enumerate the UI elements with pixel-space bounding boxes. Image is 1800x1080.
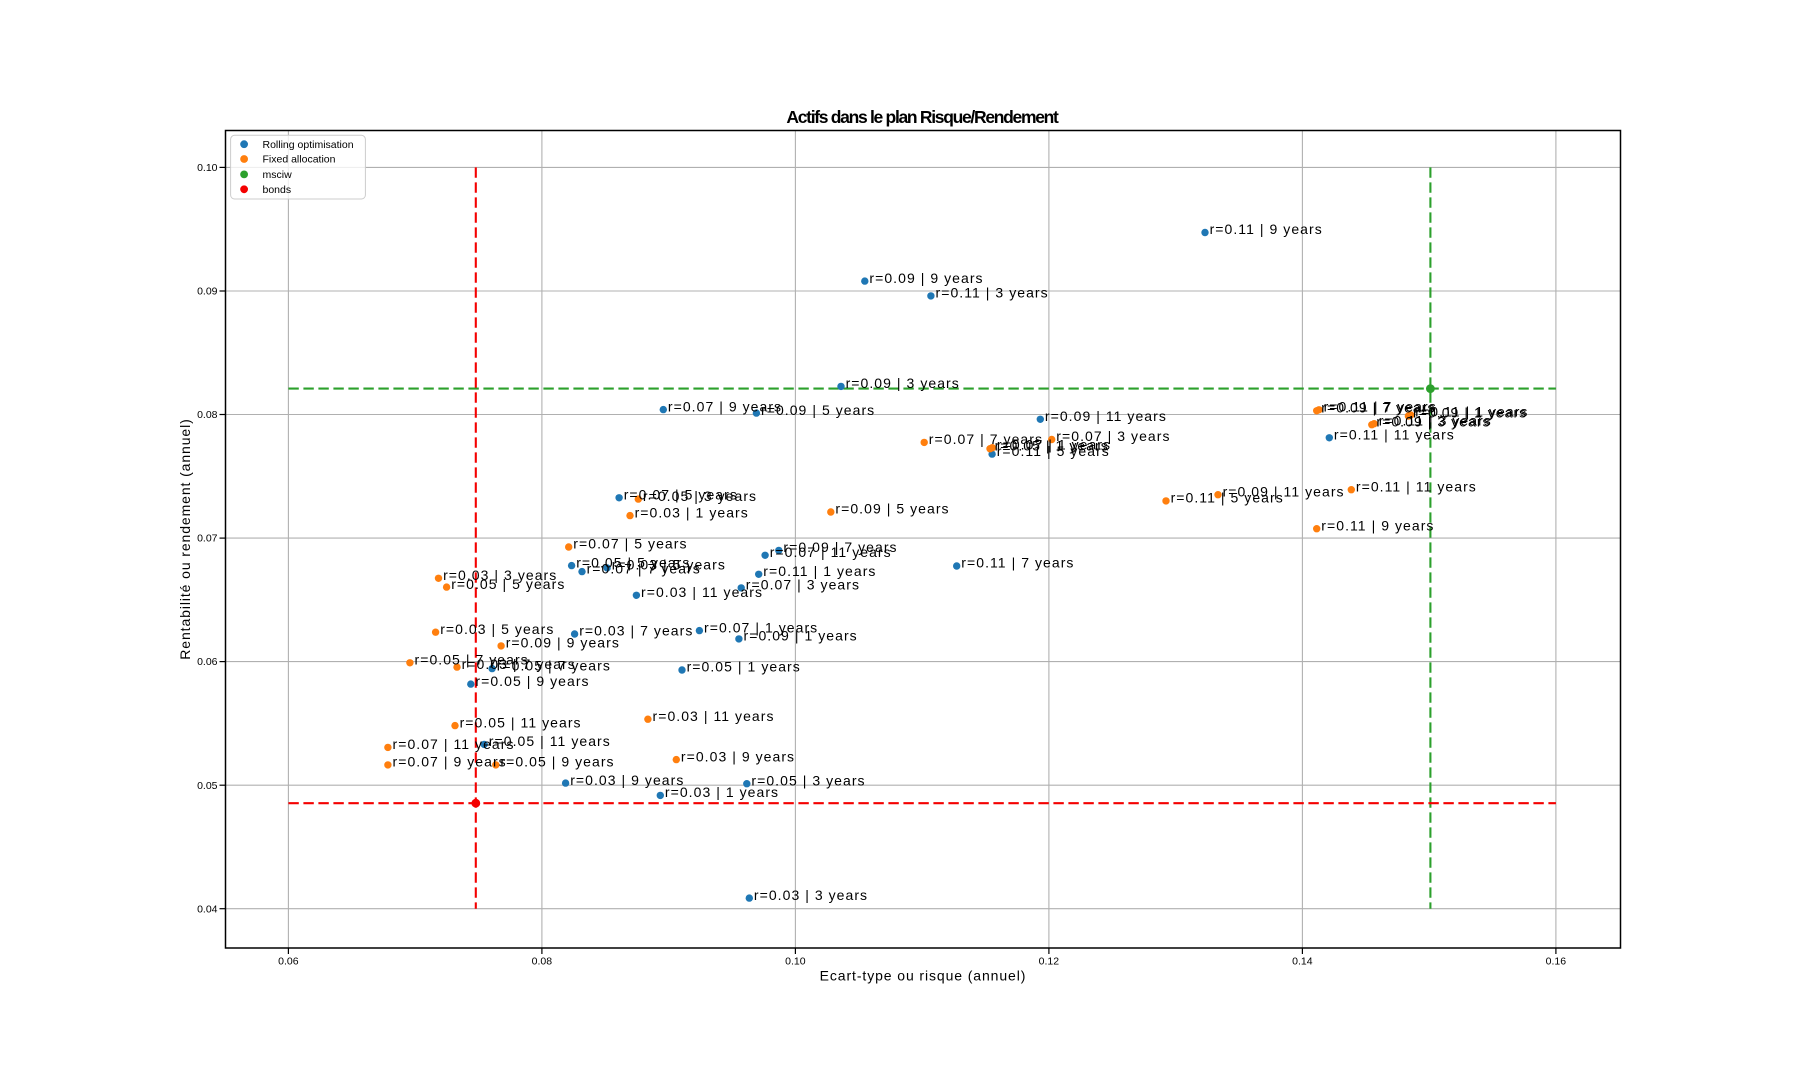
svg-text:r=0.03 | 9 years: r=0.03 | 9 years xyxy=(681,748,795,764)
svg-text:r=0.11 | 5 years: r=0.11 | 5 years xyxy=(1171,490,1284,506)
svg-text:r=0.09 | 5 years: r=0.09 | 5 years xyxy=(835,501,949,517)
svg-text:r=0.09 | 9 years: r=0.09 | 9 years xyxy=(869,270,983,286)
svg-text:r=0.11 | 9 years: r=0.11 | 9 years xyxy=(1321,517,1434,533)
svg-text:r=0.05 | 7 years: r=0.05 | 7 years xyxy=(497,657,611,673)
svg-text:Fixed allocation: Fixed allocation xyxy=(263,154,336,166)
svg-text:0.14: 0.14 xyxy=(1292,956,1313,968)
svg-text:r=0.09 | 5 years: r=0.09 | 5 years xyxy=(761,402,875,418)
svg-text:0.10: 0.10 xyxy=(785,956,806,968)
svg-text:r=0.03 | 1 years: r=0.03 | 1 years xyxy=(635,504,749,520)
svg-text:0.05: 0.05 xyxy=(197,780,218,792)
svg-text:bonds: bonds xyxy=(263,184,292,196)
svg-text:r=0.05 | 9 years: r=0.05 | 9 years xyxy=(500,754,614,770)
svg-text:r=0.03 | 11 years: r=0.03 | 11 years xyxy=(641,584,763,600)
svg-text:r=0.09 | 9 years: r=0.09 | 9 years xyxy=(506,635,620,651)
svg-text:r=0.05 | 1 years: r=0.05 | 1 years xyxy=(687,659,801,675)
svg-text:r=0.11 | 3 years: r=0.11 | 3 years xyxy=(1379,412,1492,428)
svg-text:r=0.11 | 1 years: r=0.11 | 1 years xyxy=(1415,404,1528,420)
svg-text:r=0.07 | 7 years: r=0.07 | 7 years xyxy=(587,560,701,576)
svg-text:r=0.07 | 3 years: r=0.07 | 3 years xyxy=(746,577,860,593)
svg-text:0.06: 0.06 xyxy=(278,956,299,968)
svg-text:r=0.09 | 11 years: r=0.09 | 11 years xyxy=(1045,408,1167,424)
svg-text:r=0.09 | 1 years: r=0.09 | 1 years xyxy=(744,628,858,644)
svg-text:r=0.03 | 7 years: r=0.03 | 7 years xyxy=(579,623,693,639)
svg-text:r=0.09 | 1 years: r=0.09 | 1 years xyxy=(1413,405,1527,421)
svg-text:r=0.09 | 7 years: r=0.09 | 7 years xyxy=(1321,400,1435,416)
svg-text:r=0.09 | 7 years: r=0.09 | 7 years xyxy=(783,539,897,555)
svg-text:Rolling optimisation: Rolling optimisation xyxy=(263,139,354,151)
svg-text:r=0.03 | 9 years: r=0.03 | 9 years xyxy=(570,772,684,788)
svg-text:r=0.07 | 5 years: r=0.07 | 5 years xyxy=(624,487,738,503)
svg-text:0.09: 0.09 xyxy=(197,286,218,298)
svg-text:Actifs dans le plan Risque/Ren: Actifs dans le plan Risque/Rendement xyxy=(786,107,1059,127)
svg-text:Rentabilité ou rendement (annu: Rentabilité ou rendement (annuel) xyxy=(177,418,193,659)
svg-text:r=0.07 | 3 years: r=0.07 | 3 years xyxy=(1056,428,1170,444)
svg-text:r=0.03 | 3 years: r=0.03 | 3 years xyxy=(443,567,557,583)
svg-text:r=0.05 | 3 years: r=0.05 | 3 years xyxy=(751,772,865,788)
svg-text:r=0.05 | 5 years: r=0.05 | 5 years xyxy=(576,554,690,570)
svg-text:r=0.03 | 3 years: r=0.03 | 3 years xyxy=(754,887,868,903)
svg-text:Ecart-type ou risque (annuel): Ecart-type ou risque (annuel) xyxy=(820,968,1027,984)
svg-text:r=0.11 | 11 years: r=0.11 | 11 years xyxy=(1334,427,1455,443)
svg-text:r=0.03 | 5 years: r=0.03 | 5 years xyxy=(440,621,554,637)
svg-text:r=0.05 | 5 years: r=0.05 | 5 years xyxy=(451,576,565,592)
svg-text:r=0.11 | 5 years: r=0.11 | 5 years xyxy=(997,443,1110,459)
svg-text:r=0.03 | 5 years: r=0.03 | 5 years xyxy=(612,557,726,573)
svg-text:r=0.07 | 11 years: r=0.07 | 11 years xyxy=(393,736,515,752)
svg-text:0.12: 0.12 xyxy=(1039,956,1060,968)
svg-text:r=0.11 | 1 years: r=0.11 | 1 years xyxy=(763,563,876,579)
svg-text:r=0.07 | 1 years: r=0.07 | 1 years xyxy=(997,436,1111,452)
svg-text:r=0.11 | 7 years: r=0.11 | 7 years xyxy=(961,555,1074,571)
svg-text:r=0.05 | 3 years: r=0.05 | 3 years xyxy=(643,488,757,504)
svg-text:r=0.09 | 3 years: r=0.09 | 3 years xyxy=(846,375,960,391)
svg-text:0.16: 0.16 xyxy=(1546,956,1567,968)
svg-text:r=0.03 | 7 years: r=0.03 | 7 years xyxy=(462,656,576,672)
svg-text:msciw: msciw xyxy=(263,169,293,181)
svg-text:r=0.07 | 9 years: r=0.07 | 9 years xyxy=(668,398,782,414)
svg-text:r=0.11 | 7 years: r=0.11 | 7 years xyxy=(1324,399,1437,415)
svg-text:r=0.09 | 11 years: r=0.09 | 11 years xyxy=(1223,483,1345,499)
svg-text:r=0.09 | 3 years: r=0.09 | 3 years xyxy=(1376,413,1490,429)
svg-text:r=0.07 | 7 years: r=0.07 | 7 years xyxy=(929,431,1043,447)
svg-text:r=0.03 | 11 years: r=0.03 | 11 years xyxy=(653,708,775,724)
svg-text:r=0.07 | 1 years: r=0.07 | 1 years xyxy=(704,619,818,635)
svg-text:r=0.11 | 3 years: r=0.11 | 3 years xyxy=(936,285,1049,301)
svg-text:r=0.11 | 9 years: r=0.11 | 9 years xyxy=(1210,221,1323,237)
svg-text:r=0.05 | 11 years: r=0.05 | 11 years xyxy=(489,733,611,749)
svg-text:0.08: 0.08 xyxy=(197,409,218,421)
svg-text:r=0.11 | 11 years: r=0.11 | 11 years xyxy=(1356,478,1477,494)
svg-text:r=0.05 | 11 years: r=0.05 | 11 years xyxy=(460,714,582,730)
svg-text:0.10: 0.10 xyxy=(197,162,218,174)
svg-text:0.07: 0.07 xyxy=(197,533,218,545)
svg-text:r=0.07 | 11 years: r=0.07 | 11 years xyxy=(770,544,892,560)
svg-text:r=0.05 | 9 years: r=0.05 | 9 years xyxy=(475,673,589,689)
svg-text:r=0.07 | 9 years: r=0.07 | 9 years xyxy=(393,754,507,770)
svg-text:0.04: 0.04 xyxy=(197,903,218,915)
svg-text:r=0.07 | 5 years: r=0.07 | 5 years xyxy=(573,536,687,552)
svg-text:r=0.05 | 1 years: r=0.05 | 1 years xyxy=(995,437,1109,453)
svg-text:0.06: 0.06 xyxy=(197,656,218,668)
svg-text:0.08: 0.08 xyxy=(532,956,553,968)
svg-text:r=0.03 | 1 years: r=0.03 | 1 years xyxy=(665,784,779,800)
svg-text:r=0.05 | 7 years: r=0.05 | 7 years xyxy=(415,652,529,668)
